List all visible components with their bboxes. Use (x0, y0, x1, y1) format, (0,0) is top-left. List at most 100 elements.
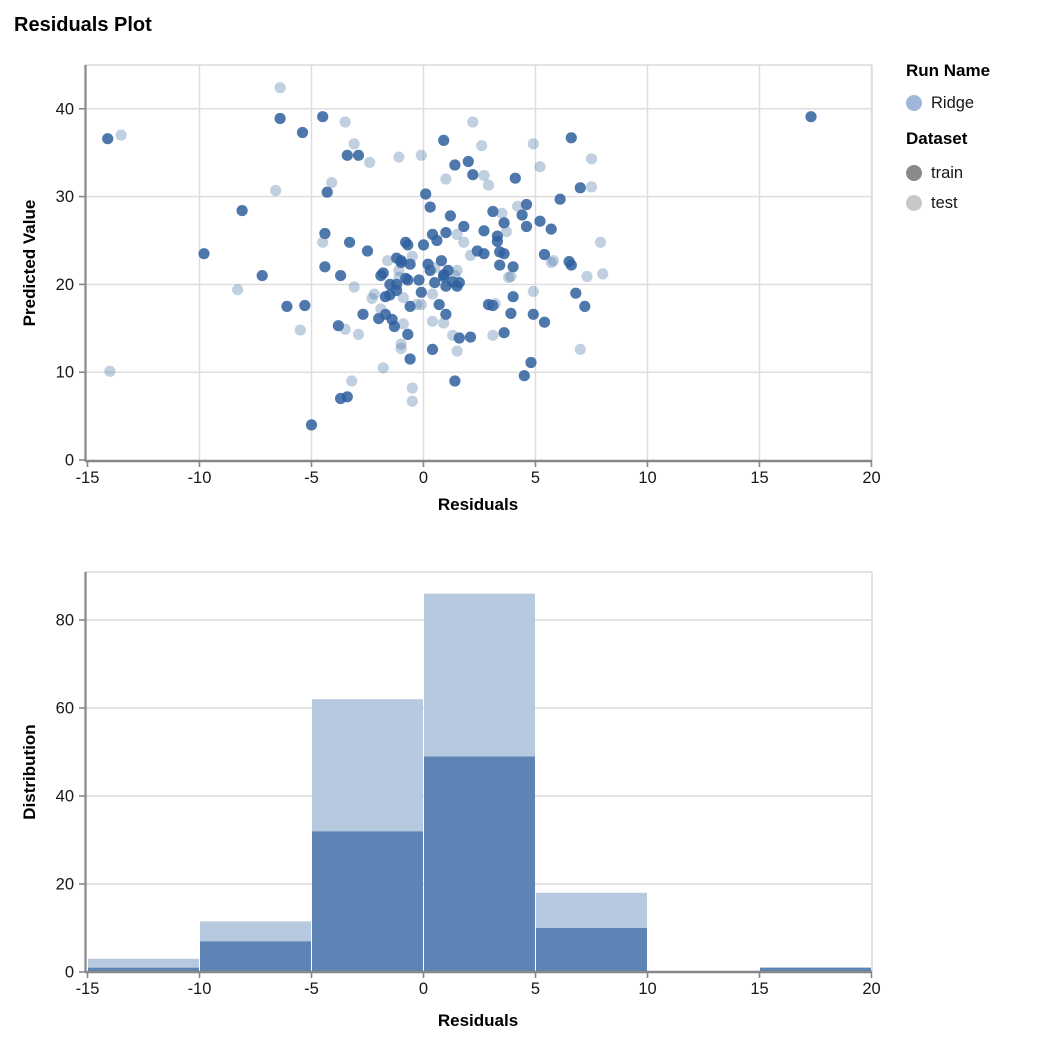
scatter-point-test[interactable] (397, 318, 409, 330)
scatter-point-train[interactable] (478, 225, 490, 237)
scatter-point-train[interactable] (341, 391, 353, 403)
scatter-point-test[interactable] (467, 116, 479, 128)
scatter-point-test[interactable] (464, 249, 477, 261)
scatter-point-train[interactable] (438, 269, 450, 281)
hist-bar-train[interactable] (424, 756, 535, 972)
scatter-point-train[interactable] (487, 205, 499, 218)
scatter-point-train[interactable] (335, 270, 347, 282)
scatter-point-test[interactable] (440, 173, 452, 185)
scatter-point-train[interactable] (420, 188, 432, 200)
scatter-point-test[interactable] (527, 138, 539, 150)
scatter-point-train[interactable] (478, 248, 490, 260)
hist-bar-train[interactable] (312, 831, 423, 972)
hist-bar-train[interactable] (760, 967, 871, 972)
scatter-point-train[interactable] (565, 259, 577, 271)
scatter-point-test[interactable] (585, 181, 598, 193)
scatter-point-train[interactable] (391, 278, 403, 290)
scatter-point-train[interactable] (458, 220, 470, 233)
scatter-point-test[interactable] (317, 236, 329, 248)
scatter-point-test[interactable] (527, 285, 539, 297)
hist-bar-test[interactable] (200, 921, 311, 942)
scatter-plot[interactable]: -15 -10 -5 0 5 10 15 20 0 10 20 30 40 (56, 64, 881, 487)
scatter-point-test[interactable] (597, 268, 609, 280)
scatter-point-test[interactable] (348, 281, 360, 293)
hist-bar-test[interactable] (424, 593, 535, 757)
scatter-point-test[interactable] (411, 299, 423, 311)
scatter-point-train[interactable] (402, 274, 414, 286)
scatter-point-test[interactable] (346, 375, 358, 387)
scatter-point-train[interactable] (373, 313, 385, 325)
scatter-point-train[interactable] (424, 264, 436, 276)
scatter-point-test[interactable] (415, 149, 427, 161)
scatter-point-test[interactable] (449, 270, 461, 282)
scatter-point-test[interactable] (375, 303, 387, 315)
hist-bar-train[interactable] (88, 967, 199, 972)
scatter-point-test[interactable] (426, 315, 439, 327)
legend-item-test[interactable]: test (906, 188, 1038, 218)
scatter-point-train[interactable] (426, 343, 439, 355)
scatter-point-test[interactable] (534, 161, 546, 173)
scatter-point-train[interactable] (527, 308, 539, 320)
scatter-point-train[interactable] (404, 300, 416, 312)
scatter-point-train[interactable] (429, 277, 441, 289)
scatter-point-train[interactable] (498, 327, 510, 339)
scatter-point-train[interactable] (375, 270, 387, 282)
scatter-point-train[interactable] (384, 289, 396, 301)
scatter-point-train[interactable] (435, 255, 447, 267)
scatter-point-train[interactable] (494, 259, 506, 271)
scatter-point-test[interactable] (294, 324, 306, 336)
scatter-point-test[interactable] (426, 288, 439, 300)
scatter-point-train[interactable] (357, 308, 369, 320)
scatter-point-train[interactable] (444, 210, 456, 222)
scatter-point-train[interactable] (554, 193, 566, 205)
scatter-point-train[interactable] (565, 132, 577, 144)
scatter-point-test[interactable] (476, 140, 488, 152)
hist-bar-test[interactable] (312, 699, 423, 832)
scatter-point-test[interactable] (451, 228, 463, 240)
scatter-point-train[interactable] (574, 182, 586, 194)
scatter-point-train[interactable] (321, 186, 333, 198)
scatter-point-test[interactable] (382, 255, 394, 267)
scatter-point-train[interactable] (507, 291, 519, 303)
scatter-point-train[interactable] (467, 169, 479, 181)
scatter-point-train[interactable] (453, 332, 465, 344)
scatter-point-train[interactable] (518, 370, 530, 382)
scatter-point-test[interactable] (115, 129, 127, 141)
scatter-point-test[interactable] (585, 153, 598, 165)
scatter-point-train[interactable] (545, 223, 557, 235)
scatter-point-train[interactable] (274, 112, 286, 125)
scatter-point-test[interactable] (511, 200, 524, 212)
scatter-point-train[interactable] (395, 255, 407, 267)
scatter-point-train[interactable] (341, 149, 353, 161)
scatter-point-train[interactable] (281, 300, 293, 312)
scatter-point-test[interactable] (406, 250, 418, 262)
scatter-point-test[interactable] (104, 365, 116, 377)
scatter-point-train[interactable] (505, 307, 517, 319)
scatter-point-train[interactable] (438, 134, 450, 146)
scatter-point-train[interactable] (440, 227, 452, 239)
scatter-point-train[interactable] (236, 205, 248, 217)
scatter-point-test[interactable] (489, 298, 501, 310)
scatter-point-test[interactable] (503, 271, 515, 283)
scatter-point-test[interactable] (482, 179, 495, 191)
scatter-point-train[interactable] (305, 419, 318, 431)
scatter-point-test[interactable] (270, 184, 282, 197)
scatter-point-train[interactable] (402, 239, 414, 251)
scatter-point-test[interactable] (406, 382, 418, 394)
scatter-point-train[interactable] (386, 313, 398, 326)
scatter-point-test[interactable] (487, 329, 499, 341)
scatter-point-train[interactable] (440, 308, 452, 320)
scatter-point-test[interactable] (545, 256, 557, 269)
scatter-point-train[interactable] (413, 274, 425, 286)
scatter-point-train[interactable] (256, 270, 268, 282)
scatter-point-test[interactable] (594, 236, 607, 248)
scatter-point-test[interactable] (451, 264, 463, 276)
scatter-point-test[interactable] (478, 169, 490, 182)
scatter-point-train[interactable] (449, 159, 461, 171)
legend-item-train[interactable]: train (906, 158, 1038, 188)
scatter-point-train[interactable] (538, 248, 551, 261)
scatter-point-test[interactable] (438, 317, 450, 329)
scatter-point-test[interactable] (393, 151, 405, 163)
scatter-point-train[interactable] (404, 353, 416, 365)
scatter-point-test[interactable] (574, 343, 586, 355)
